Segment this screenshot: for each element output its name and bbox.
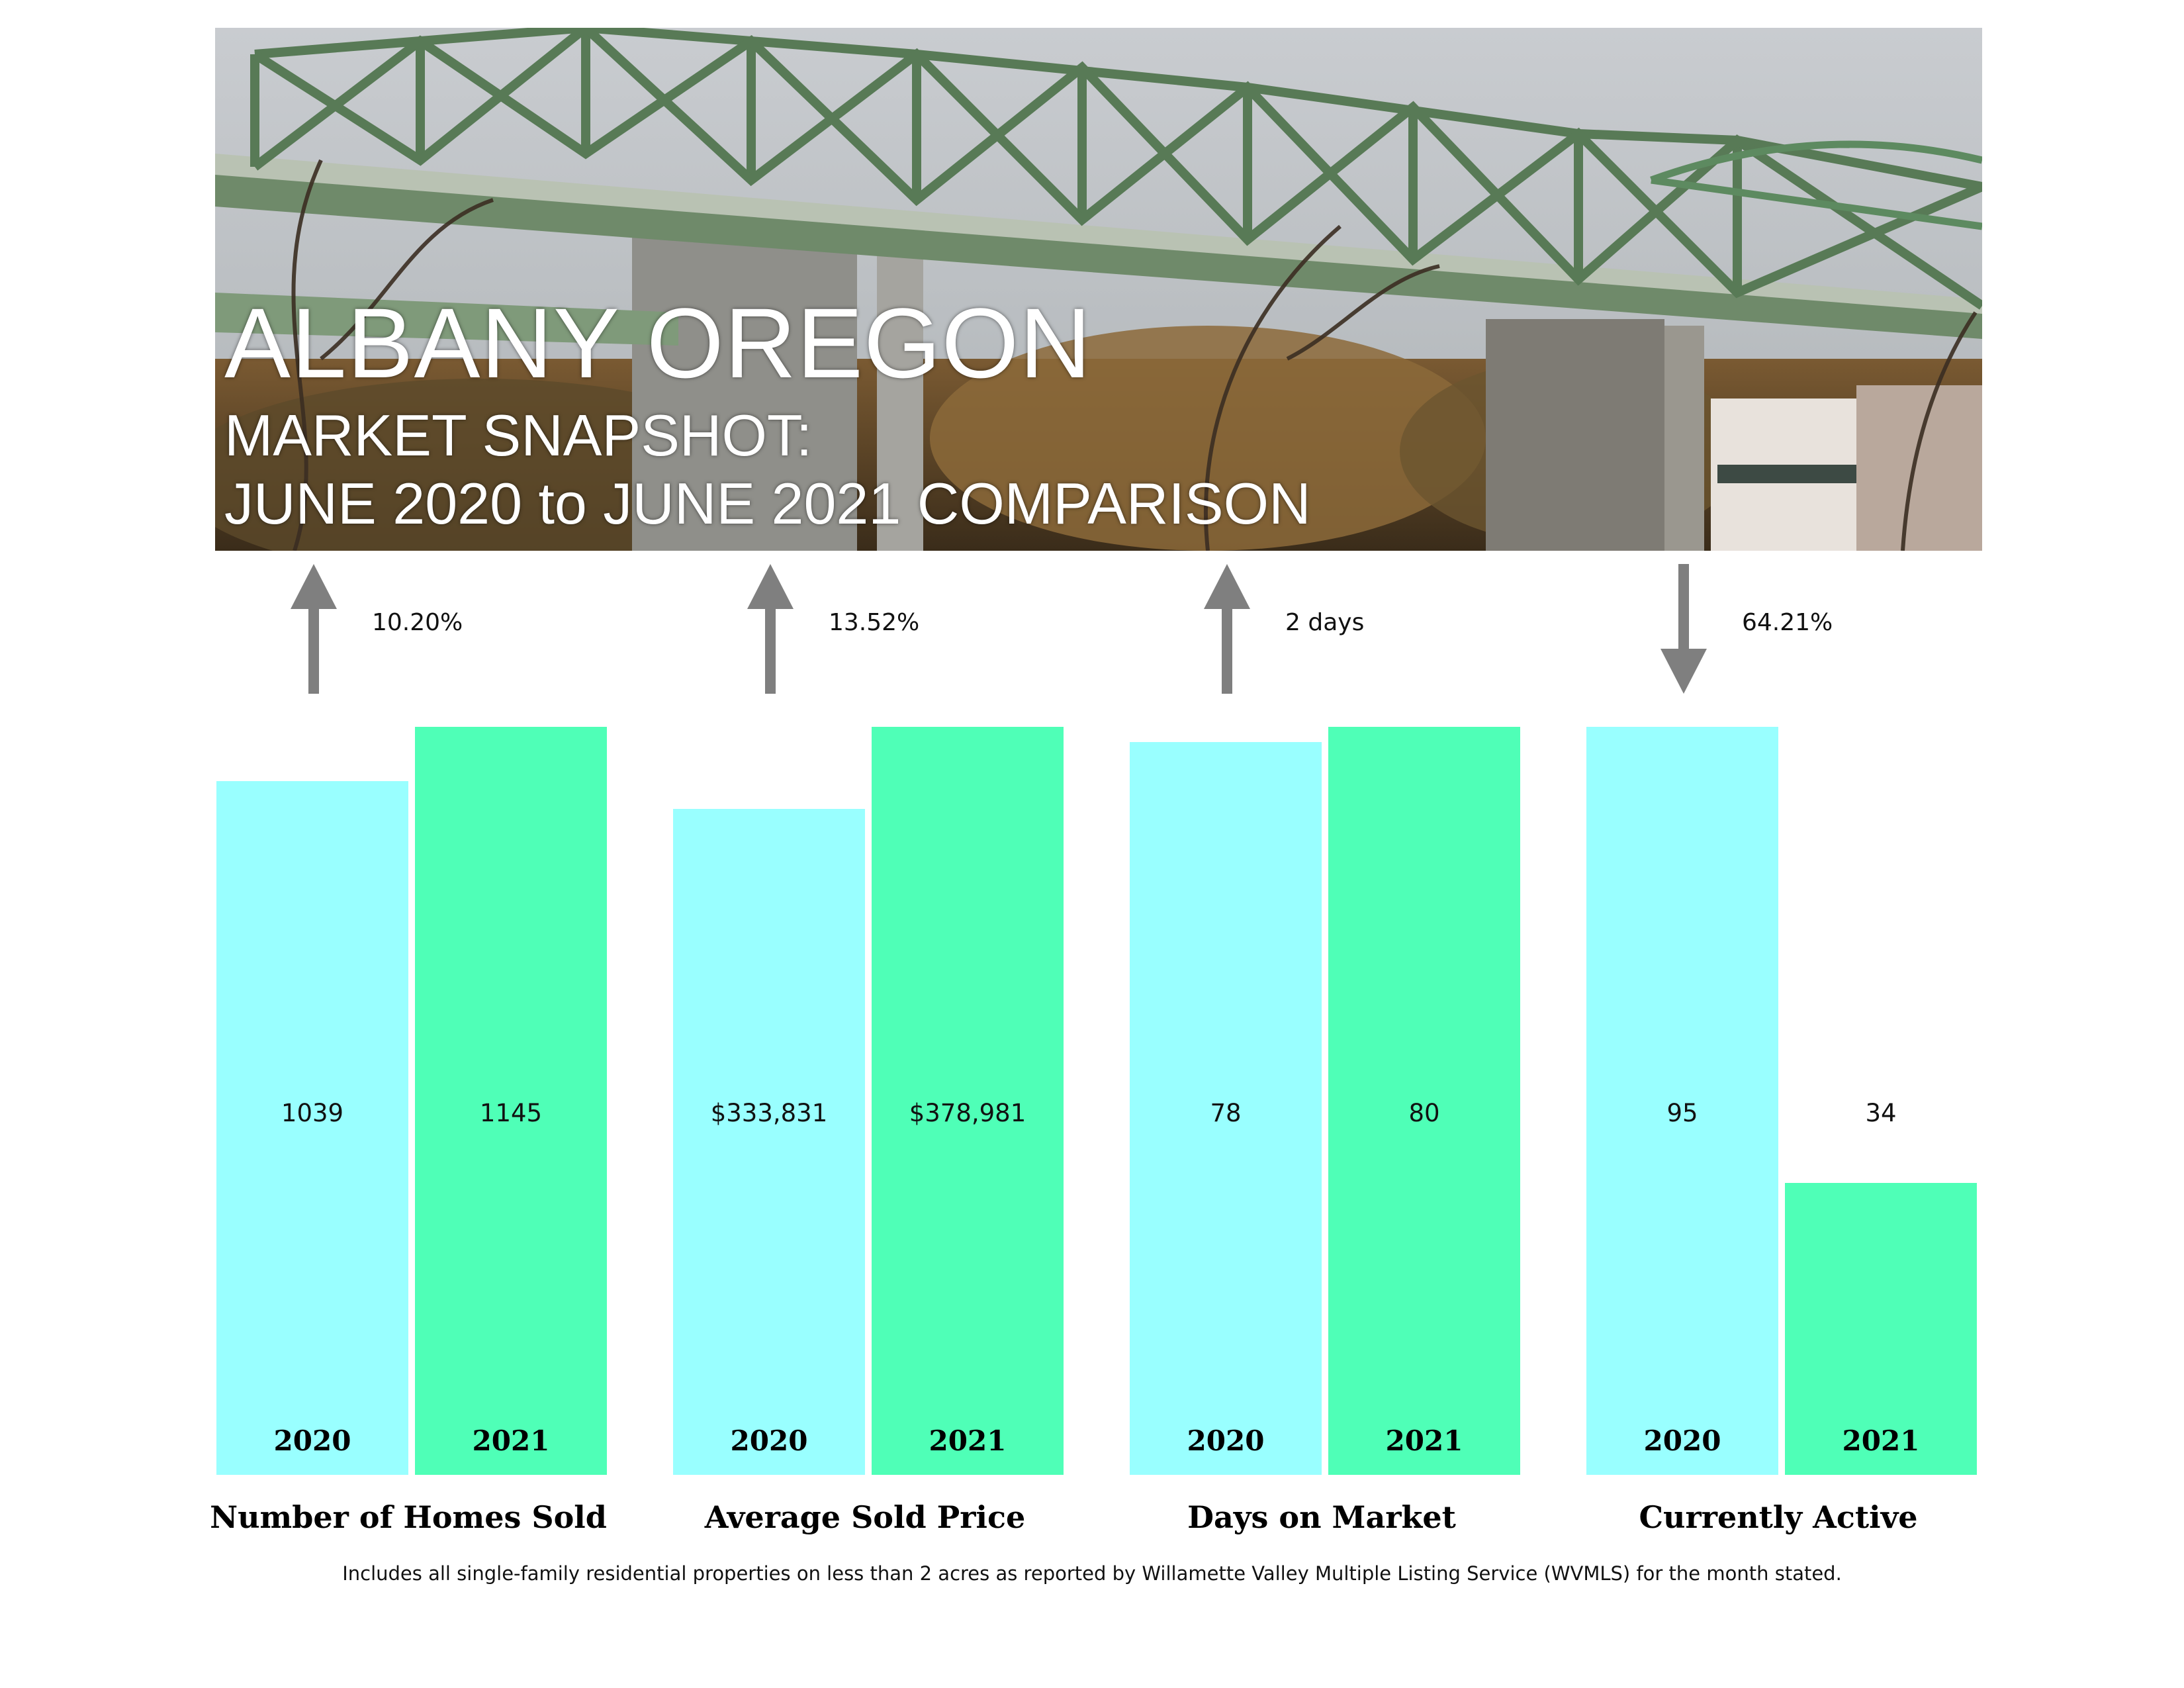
change-label: 2 days [1285,609,1365,636]
bar-2020 [1586,727,1778,1475]
bar-2020 [673,809,865,1475]
arrow-up-icon [1204,564,1250,694]
bar-2021 [1328,727,1520,1475]
bar-2020 [216,781,408,1475]
year-label: 2021 [929,1425,1007,1457]
bar-2020 [1130,741,1322,1475]
data-label: $378,981 [909,1099,1026,1127]
data-label: 1039 [281,1099,344,1127]
year-label: 2021 [1385,1425,1463,1457]
change-label: 10.20% [372,609,463,636]
data-label: 1145 [479,1099,543,1127]
arrow-up-icon [291,564,337,694]
data-label: 95 [1666,1099,1698,1127]
category-label: Days on Market [1187,1499,1456,1535]
year-label: 2021 [472,1425,550,1457]
category-label: Average Sold Price [704,1499,1026,1535]
year-label: 2020 [273,1425,351,1457]
category-label: Number of Homes Sold [210,1499,607,1535]
page-subtitle-line1: MARKET SNAPSHOT: [224,402,813,468]
year-label: 2020 [730,1425,808,1457]
bar-2021 [415,727,607,1475]
data-label: 80 [1408,1099,1440,1127]
category-label: Currently Active [1639,1499,1918,1535]
header-banner: ALBANY OREGON MARKET SNAPSHOT: JUNE 2020… [215,28,1982,551]
year-label: 2021 [1842,1425,1920,1457]
bar-2021 [1785,1183,1977,1475]
year-label: 2020 [1643,1425,1721,1457]
footnote: Includes all single-family residential p… [342,1562,1842,1585]
change-label: 64.21% [1742,609,1833,636]
page-subtitle-line2: JUNE 2020 to JUNE 2021 COMPARISON [224,471,1311,536]
arrow-up-icon [747,564,794,694]
change-label: 13.52% [829,609,920,636]
data-label: 78 [1210,1099,1242,1127]
arrow-down-icon [1661,564,1707,694]
bar-2021 [872,727,1064,1475]
data-label: 34 [1865,1099,1897,1127]
data-label: $333,831 [710,1099,828,1127]
year-label: 2020 [1187,1425,1265,1457]
bridge-photo [215,28,1982,551]
page-title: ALBANY OREGON [224,287,1092,399]
